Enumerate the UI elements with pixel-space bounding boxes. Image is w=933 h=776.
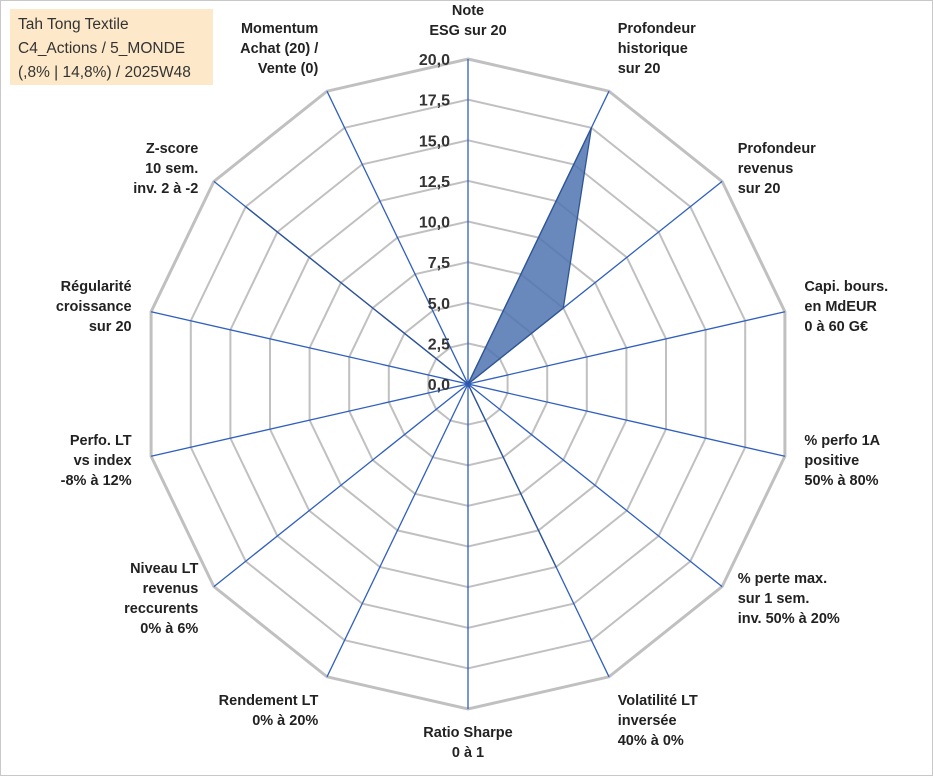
axis-label: Profondeur revenus sur 20 [738, 141, 816, 197]
axis-spoke [467, 383, 723, 588]
axis-label: Volatilité LT inversée 40% à 0% [618, 693, 698, 749]
axis-label-text: Note ESG sur 20 [429, 3, 506, 39]
axis-label-text: Niveau LT revenus reccurents 0% à 6% [124, 561, 198, 637]
axis-label: Profondeur historique sur 20 [618, 21, 696, 77]
tick-label: 2,5 [428, 336, 450, 353]
axis-label: Niveau LT revenus reccurents 0% à 6% [124, 561, 198, 637]
axis-spoke [467, 383, 786, 457]
axis-label-text: Profondeur revenus sur 20 [738, 141, 816, 197]
tick-label: 0,0 [428, 377, 450, 394]
axis-spoke [467, 311, 786, 385]
axis-label-text: Perfo. LT vs index -8% à 12% [61, 433, 132, 489]
info-box: Tah Tong Textile C4_Actions / 5_MONDE (,… [10, 9, 213, 85]
axis-label: Perfo. LT vs index -8% à 12% [61, 433, 132, 489]
axis-label: Z-score 10 sem. inv. 2 à -2 [133, 141, 198, 197]
axis-label: Régularité croissance sur 20 [56, 279, 132, 335]
axis-spoke [150, 383, 469, 457]
tick-label: 12,5 [419, 174, 450, 191]
axis-label-text: Ratio Sharpe 0 à 1 [423, 725, 512, 761]
axis-label-text: Rendement LT 0% à 20% [219, 693, 319, 729]
axis-label: % perte max. sur 1 sem. inv. 50% à 20% [738, 571, 840, 627]
tick-label: 10,0 [419, 215, 450, 232]
axis-label: Capi. bours. en MdEUR 0 à 60 G€ [804, 279, 888, 335]
series-area [245, 127, 593, 568]
axis-label-text: Volatilité LT inversée 40% à 0% [618, 693, 698, 749]
axis-label: Note ESG sur 20 [429, 3, 506, 39]
series-layer [245, 127, 593, 568]
axis-spoke [326, 90, 469, 385]
axis-spoke [150, 311, 469, 385]
axis-label-text: Capi. bours. en MdEUR 0 à 60 G€ [804, 279, 888, 335]
axis-label-text: Régularité croissance sur 20 [56, 279, 132, 335]
tick-label: 20,0 [419, 52, 450, 69]
label-layer: Note ESG sur 20 Profondeur historique sur 20… [56, 3, 888, 761]
axis-label: Rendement LT 0% à 20% [219, 693, 319, 729]
tick-label: 7,5 [428, 255, 450, 272]
axis-label: Ratio Sharpe 0 à 1 [423, 725, 512, 761]
tick-label: 15,0 [419, 133, 450, 150]
tick-layer: 0,0 2,5 5,0 7,5 10,0 12,5 15,0 17,5 20,0 [419, 52, 450, 394]
axis-spoke [326, 383, 469, 678]
tick-label: 5,0 [428, 296, 450, 313]
tick-label: 17,5 [419, 93, 450, 110]
axis-label-text: % perfo 1A positive 50% à 80% [804, 433, 880, 489]
axis-label: % perfo 1A positive 50% à 80% [804, 433, 880, 489]
axis-label-text: % perte max. sur 1 sem. inv. 50% à 20% [738, 571, 840, 627]
axis-label-text: Profondeur historique sur 20 [618, 21, 696, 77]
axis-label: Momentum Achat (20) / Vente (0) [240, 21, 318, 77]
portfolio-label: C4_Actions / 5_MONDE [18, 40, 186, 57]
company-name: Tah Tong Textile [18, 16, 129, 33]
period-label: (,8% | 14,8%) / 2025W48 [18, 64, 191, 81]
axis-label-text: Z-score 10 sem. inv. 2 à -2 [133, 141, 198, 197]
axis-spoke [213, 383, 469, 588]
axis-label-text: Momentum Achat (20) / Vente (0) [240, 21, 318, 77]
